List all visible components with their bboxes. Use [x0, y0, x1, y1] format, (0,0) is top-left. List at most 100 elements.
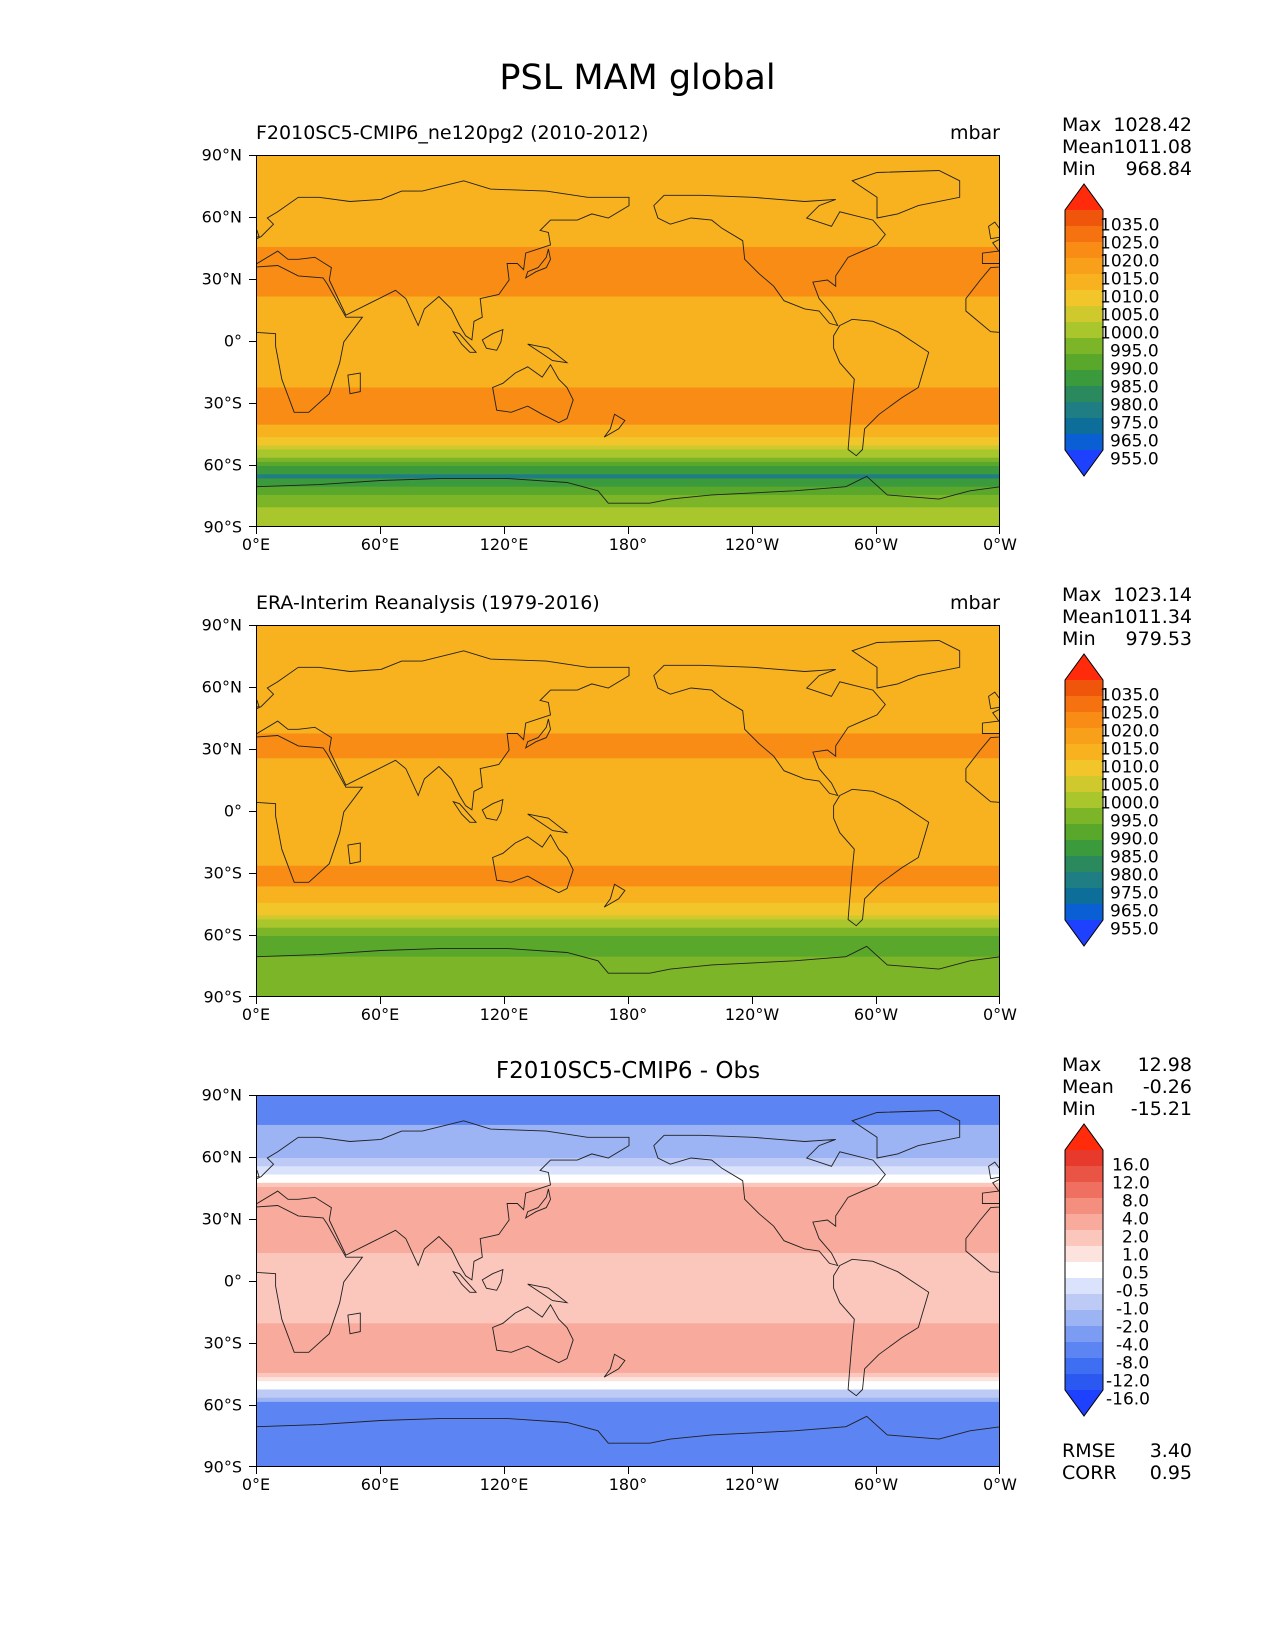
- contour-band: [257, 861, 999, 867]
- contour-band: [257, 646, 999, 652]
- contour-band: [257, 519, 999, 525]
- colorbar-band: [1065, 274, 1103, 291]
- lat-tick: [249, 526, 256, 527]
- contour-band: [257, 944, 999, 949]
- colorbar-band: [1065, 792, 1103, 809]
- lat-tick: [249, 1343, 256, 1344]
- coastline-new-zealand: [603, 883, 626, 908]
- contour-band: [257, 853, 999, 859]
- contour-band: [257, 395, 999, 401]
- stats-box: Max 12.98 Mean -0.26 Min -15.21: [1062, 1054, 1192, 1120]
- coastline-uk: [257, 699, 260, 708]
- colorbar-tick-label: 955.0: [1110, 919, 1159, 940]
- contour-band: [257, 1096, 999, 1101]
- contour-band: [257, 1158, 999, 1163]
- contour-band: [257, 1368, 999, 1374]
- contour-band: [257, 184, 999, 190]
- contour-band: [257, 499, 999, 504]
- lon-tick: [999, 527, 1000, 534]
- lat-tick: [249, 811, 256, 812]
- contour-band: [257, 1372, 999, 1378]
- colorbar-band: [1065, 370, 1103, 387]
- contour-band: [257, 807, 999, 813]
- contour-band: [257, 1339, 999, 1345]
- contour-band: [257, 737, 999, 743]
- contour-band: [257, 515, 999, 521]
- contour-band: [257, 770, 999, 776]
- contour-band: [257, 1377, 999, 1382]
- coastline-eurasia: [257, 180, 630, 341]
- coastline-new-zealand: [603, 1353, 626, 1378]
- contour-band: [257, 503, 999, 508]
- lat-label: 60°S: [203, 925, 242, 945]
- colorbar-outline: [1064, 1123, 1104, 1417]
- colorbar-band: [1065, 744, 1103, 761]
- colorbar-tick-label: 1005.0: [1100, 775, 1160, 796]
- colorbar-tick-label: 985.0: [1110, 847, 1159, 868]
- lon-tick: [380, 1467, 381, 1474]
- lon-tick: [628, 997, 629, 1004]
- lon-label: 0°E: [241, 1475, 271, 1494]
- lat-tick: [249, 935, 256, 936]
- colorbar-extend-min: [1065, 920, 1103, 946]
- lon-label: 0°W: [983, 1005, 1017, 1024]
- contour-band: [257, 969, 999, 974]
- coastline-sumatra: [452, 330, 478, 353]
- contour-bands: [257, 156, 999, 526]
- contour-band: [257, 1393, 999, 1399]
- lat-tick: [249, 749, 256, 750]
- colorbar-band: [1065, 824, 1103, 841]
- contour-band: [257, 634, 999, 639]
- lon-label: 0°E: [241, 1005, 271, 1024]
- min-label: Min: [1062, 158, 1096, 180]
- colorbar: [1064, 653, 1104, 947]
- corr-value: 0.95: [1149, 1462, 1192, 1484]
- contour-band: [257, 251, 999, 256]
- contour-band: [257, 675, 999, 681]
- colorbar-band: [1065, 242, 1103, 259]
- colorbar-tick-label: 1020.0: [1100, 721, 1160, 742]
- lon-tick: [876, 1467, 877, 1474]
- contour-band: [257, 663, 999, 668]
- min-label: Min: [1062, 628, 1096, 650]
- contour-band: [257, 688, 999, 693]
- coastline-uk-wrap: [988, 691, 999, 710]
- contour-band: [257, 692, 999, 697]
- lat-label: 30°N: [201, 1209, 242, 1229]
- coastline-new-guinea: [527, 1283, 569, 1304]
- colorbar-tick-label: 8.0: [1122, 1191, 1150, 1212]
- contour-band: [257, 156, 999, 161]
- colorbar-tick-label: 1035.0: [1100, 215, 1160, 236]
- contour-band: [257, 1112, 999, 1118]
- contour-band: [257, 238, 999, 244]
- contour-band: [257, 886, 999, 892]
- contour-band: [257, 1447, 999, 1453]
- contour-band: [257, 882, 999, 887]
- contour-band: [257, 470, 999, 475]
- colorbar-band: [1065, 776, 1103, 793]
- lon-tick: [752, 527, 753, 534]
- contour-band: [257, 745, 999, 751]
- contour-band: [257, 1434, 999, 1440]
- colorbar-band: [1065, 872, 1103, 889]
- coastline-japan: [524, 1188, 551, 1219]
- contour-band: [257, 1426, 999, 1432]
- contour-band: [257, 919, 999, 925]
- contour-band: [257, 189, 999, 194]
- map-obs: [256, 625, 1000, 997]
- lat-label: 60°N: [201, 1147, 242, 1167]
- mean-label: Mean: [1062, 606, 1114, 628]
- lat-tick: [249, 341, 256, 342]
- contour-band: [257, 453, 999, 459]
- contour-band: [257, 1224, 999, 1229]
- colorbar-tick-label: 1015.0: [1100, 739, 1160, 760]
- lon-tick: [504, 1467, 505, 1474]
- lat-label: 90°S: [203, 517, 242, 537]
- colorbar-tick-label: 990.0: [1110, 359, 1159, 380]
- rmse-value: 3.40: [1149, 1440, 1192, 1462]
- lat-label: 60°N: [201, 207, 242, 227]
- contour-band: [257, 1298, 999, 1304]
- lon-label: 60°E: [360, 1005, 400, 1024]
- contour-band: [257, 1406, 999, 1411]
- coastline-new-zealand: [603, 413, 626, 438]
